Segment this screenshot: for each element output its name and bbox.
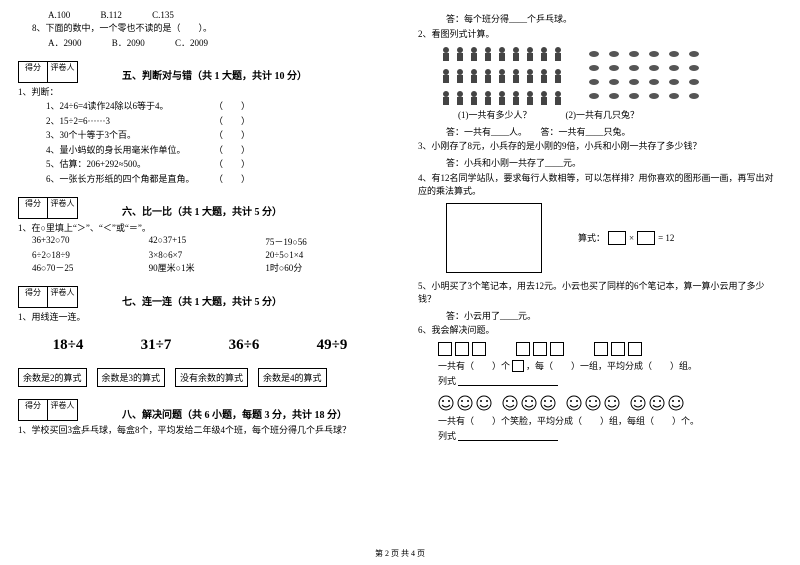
eq: 36÷6 <box>229 337 260 354</box>
face-group <box>566 395 620 411</box>
a5: 答：小云用了____元。 <box>418 309 782 322</box>
equation-box: 算式： × = 12 <box>578 231 674 245</box>
chip: 余数是4的算式 <box>258 368 327 387</box>
blank-box <box>637 231 655 245</box>
section7-title: 七、连一连（共 1 大题，共计 5 分） <box>122 285 282 308</box>
paren: （ ） <box>214 143 250 156</box>
section6-header: 得分 评卷人 六、比一比（共 1 大题，共计 5 分） <box>18 195 382 219</box>
q5: 5、小明买了3个笔记本，用去12元。小云也买了同样的6个笔记本，算一算小云用了多… <box>418 279 782 305</box>
lieshi-label: 列式 <box>438 374 456 387</box>
face-group <box>502 395 556 411</box>
blank-box <box>608 231 626 245</box>
q8-opt-b: B．2090 <box>112 36 145 49</box>
paren: （ ） <box>214 99 250 112</box>
eq: 49÷9 <box>317 337 348 354</box>
sec6-lead: 1、在○里填上“＞”、“＜”或“＝”。 <box>18 221 382 234</box>
sec5-item: 1、24÷6=4读作24除以6等于4。 <box>46 99 214 112</box>
people-icon <box>438 44 568 106</box>
cmp: 90厘米○1米 <box>149 261 266 274</box>
paren: （ ） <box>214 172 250 185</box>
rabbit-icon <box>584 44 714 106</box>
page-footer: 第 2 页 共 4 页 <box>0 548 800 559</box>
paren: （ ） <box>214 114 250 127</box>
a3: 答：小兵和小刚一共存了____元。 <box>418 156 782 169</box>
drawing-box <box>446 203 542 273</box>
section8-title: 八、解决问题（共 6 小题，每题 3 分，共计 18 分） <box>122 398 347 421</box>
section8-header: 得分 评卷人 八、解决问题（共 6 小题，每题 3 分，共计 18 分） <box>18 397 382 421</box>
face-group <box>630 395 684 411</box>
grader-cell: 评卷人 <box>48 197 78 219</box>
cap2: (2)一共有几只兔？ <box>566 108 640 121</box>
sec7-lead: 1、用线连一连。 <box>18 310 382 323</box>
square-group <box>438 342 486 356</box>
face-group <box>438 395 492 411</box>
sec5-item: 6、一张长方形纸的四个角都是直角。 <box>46 172 214 185</box>
cap1: (1)一共有多少人？ <box>458 108 532 121</box>
cmp: 75－19○56 <box>265 235 382 248</box>
q7-opt-b: B.112 <box>101 10 122 20</box>
mini-square-icon <box>512 360 524 372</box>
a2b: 答：一共有____只兔。 <box>541 127 631 137</box>
cmp: 20÷5○1×4 <box>265 250 382 260</box>
blank-line <box>458 431 558 441</box>
grader-cell: 评卷人 <box>48 61 78 83</box>
q8-text: 8、下面的数中，一个零也不读的是（ ）。 <box>18 21 382 34</box>
sec5-item: 2、15÷2=6······3 <box>46 114 214 127</box>
paren: （ ） <box>214 157 250 170</box>
q8-opt-a: A．2900 <box>48 36 82 49</box>
sec5-item: 5、估算：206+292≈500。 <box>46 157 214 170</box>
cmp: 3×8○6×7 <box>149 250 266 260</box>
eq-label: 算式： <box>578 231 605 244</box>
cmp: 46○70－25 <box>32 261 149 274</box>
score-cell: 得分 <box>18 399 48 421</box>
times-sign: × <box>629 233 634 243</box>
cmp: 36+32○70 <box>32 235 149 248</box>
section5-header: 得分 评卷人 五、判断对与错（共 1 大题，共计 10 分） <box>18 59 382 83</box>
square-group <box>516 342 564 356</box>
q7-opt-c: C.135 <box>152 10 174 20</box>
sec5-lead: 1、判断： <box>18 85 382 98</box>
q8-opt-c: C．2009 <box>175 36 208 49</box>
score-cell: 得分 <box>18 286 48 308</box>
sec5-item: 3、30个十等于3个百。 <box>46 128 214 141</box>
eq-tail: = 12 <box>658 233 674 243</box>
eq: 31÷7 <box>141 337 172 354</box>
cmp: 42○37+15 <box>149 235 266 248</box>
section7-header: 得分 评卷人 七、连一连（共 1 大题，共计 5 分） <box>18 284 382 308</box>
sec8-q1: 1、学校买回3盒乒乓球，每盒8个，平均发给二年级4个班，每个班分得几个乒乓球？ <box>18 423 382 436</box>
fill-c: 一共有（ ）个笑脸，平均分成（ ）组，每组（ ）个。 <box>438 414 699 427</box>
square-group <box>594 342 642 356</box>
q6: 6、我会解决问题。 <box>418 323 782 336</box>
grader-cell: 评卷人 <box>48 286 78 308</box>
q2: 2、看图列式计算。 <box>418 27 782 40</box>
eq: 18÷4 <box>53 337 84 354</box>
fill-b: ，每（ ）一组，平均分成（ ）组。 <box>526 359 697 372</box>
score-cell: 得分 <box>18 61 48 83</box>
grader-cell: 评卷人 <box>48 399 78 421</box>
section5-title: 五、判断对与错（共 1 大题，共计 10 分） <box>122 59 307 82</box>
paren: （ ） <box>214 128 250 141</box>
fill-a: 一共有（ ）个 <box>438 359 510 372</box>
cmp: 6÷2○18÷9 <box>32 250 149 260</box>
a2a: 答：一共有____人。 <box>446 127 523 137</box>
chip: 没有余数的算式 <box>175 368 248 387</box>
sec5-item: 4、量小蚂蚁的身长用毫米作单位。 <box>46 143 214 156</box>
section6-title: 六、比一比（共 1 大题，共计 5 分） <box>122 195 282 218</box>
chip: 余数是3的算式 <box>97 368 166 387</box>
blank-line <box>458 376 558 386</box>
score-cell: 得分 <box>18 197 48 219</box>
chip: 余数是2的算式 <box>18 368 87 387</box>
cmp: 1时○60分 <box>265 261 382 274</box>
answer1: 答：每个班分得____个乒乓球。 <box>418 12 782 25</box>
q3: 3、小刚存了8元，小兵存的是小刚的9倍，小兵和小刚一共存了多少钱？ <box>418 139 782 152</box>
lieshi-label: 列式 <box>438 429 456 442</box>
q4: 4、有12名同学站队，要求每行人数相等，可以怎样排？用你喜欢的图形画一画，再写出… <box>418 171 782 197</box>
q7-opt-a: A.100 <box>48 10 70 20</box>
